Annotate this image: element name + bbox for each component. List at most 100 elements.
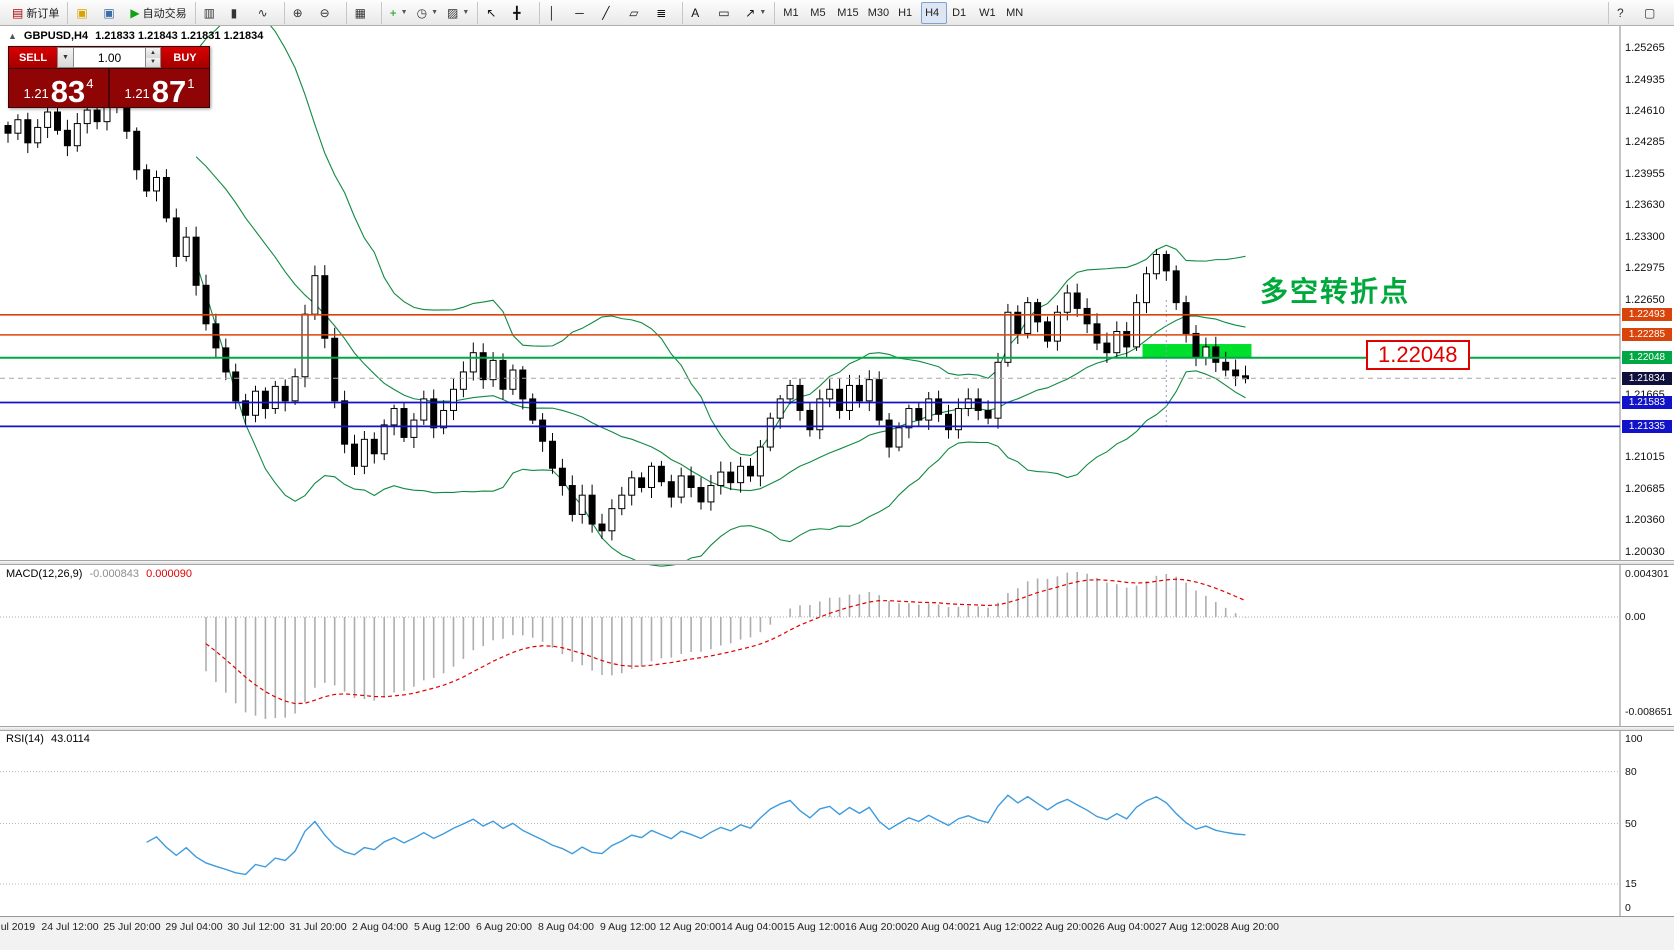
price-tick: 1.22975	[1625, 262, 1665, 275]
tf-h1-button-label: H1	[898, 6, 913, 19]
toolbar-group-chart-types: ▥ ▮ ∿	[194, 1, 284, 24]
toolbar-group-right: ? ▢	[1608, 1, 1670, 24]
time-label: 29 Jul 04:00	[165, 921, 223, 933]
toolbar-group-cursors: ↖ ╋	[477, 1, 539, 24]
text-icon: A	[691, 5, 700, 20]
text-label-button[interactable]: ▭	[714, 2, 740, 24]
level-price-tag: 1.22285	[1622, 328, 1672, 342]
profiles-icon: ▣	[76, 5, 88, 20]
price-tick: 1.21015	[1625, 451, 1665, 464]
line-chart-button[interactable]: ∿	[254, 2, 280, 24]
zoom-out-icon: ⊖	[319, 5, 330, 20]
trendline-button[interactable]: ╱	[598, 2, 624, 24]
buy-price[interactable]: 1.21 87 1	[124, 73, 195, 109]
tile-windows-button[interactable]: ▦	[351, 2, 377, 24]
new-window-icon: ▢	[1644, 5, 1656, 20]
chevron-down-icon: ▼	[400, 9, 408, 16]
price-tick: 1.23630	[1625, 199, 1665, 212]
chevron-down-icon: ▼	[431, 9, 438, 16]
collapse-icon[interactable]: ▲	[8, 31, 17, 41]
help-button[interactable]: ?	[1613, 2, 1639, 24]
level-price-tag: 1.22048	[1622, 351, 1672, 365]
zoom-in-button[interactable]: ⊕	[289, 2, 315, 24]
new-window-button[interactable]: ▢	[1640, 2, 1666, 24]
macd-axis-zero: 0.00	[1625, 610, 1646, 623]
vertical-line-button[interactable]: │	[544, 2, 570, 24]
tf-d1-button[interactable]: D1	[948, 2, 974, 24]
panel-splitter-macd[interactable]	[0, 560, 1674, 565]
rsi-axis-80: 80	[1625, 765, 1637, 778]
tf-d1-button-label: D1	[952, 6, 967, 19]
chart-symbol: GBPUSD,H4	[23, 30, 89, 42]
tf-m5-button[interactable]: M5	[806, 2, 832, 24]
panel-splitter-rsi[interactable]	[0, 726, 1674, 731]
cursor-button[interactable]: ↖	[482, 2, 508, 24]
tf-m15-button[interactable]: M15	[833, 2, 862, 24]
tf-m1-button-label: M1	[783, 6, 799, 19]
tf-mn-button-label: MN	[1006, 6, 1024, 19]
toolbar-group-drawing: │ ─ ╱ ▱ ≣	[539, 1, 682, 24]
zoom-out-button[interactable]: ⊖	[316, 2, 342, 24]
new-order-button[interactable]: ▤ 新订单	[8, 2, 63, 24]
trendline-icon: ╱	[602, 5, 610, 20]
horizontal-line-icon: ─	[575, 5, 584, 20]
market-watch-button[interactable]: ▣	[99, 2, 125, 24]
indicators-button[interactable]: + ▼	[386, 2, 412, 24]
cursor-icon: ↖	[486, 5, 497, 20]
toolbar-group-timeframes: M1 M5 M15 M30 H1 H4 D1 W1 MN	[774, 1, 1032, 24]
autotrading-button[interactable]: ▶ 自动交易	[126, 2, 190, 24]
autotrading-button-label: 自动交易	[142, 7, 187, 20]
rsi-axis-50: 50	[1625, 817, 1637, 830]
price-tick: 1.20360	[1625, 514, 1665, 527]
buy-button[interactable]: BUY	[161, 47, 209, 68]
time-axis[interactable]	[0, 916, 1674, 950]
tf-h1-button[interactable]: H1	[894, 2, 920, 24]
chart-ohlc: 1.21833 1.21843 1.21831 1.21834	[95, 30, 264, 42]
horizontal-line-button[interactable]: ─	[571, 2, 597, 24]
bar-chart-button[interactable]: ▥	[200, 2, 226, 24]
rsi-label: RSI(14) 43.0114	[6, 733, 90, 745]
periods-icon: ◷	[416, 5, 428, 20]
tf-h4-button[interactable]: H4	[921, 1, 948, 24]
tf-m1-button[interactable]: M1	[779, 2, 805, 24]
crosshair-button[interactable]: ╋	[509, 2, 535, 24]
profiles-button[interactable]: ▣	[72, 2, 98, 24]
volume-dropdown[interactable]: ▼	[57, 47, 74, 68]
tf-mn-button[interactable]: MN	[1002, 2, 1028, 24]
rsi-axis-0: 0	[1625, 902, 1631, 914]
time-label: 8 Aug 04:00	[537, 921, 595, 933]
channel-button[interactable]: ▱	[625, 2, 651, 24]
periods-button[interactable]: ◷ ▼	[413, 2, 442, 24]
arrows-button[interactable]: ↗ ▼	[741, 2, 770, 24]
toolbar-group-text-tools: A ▭ ↗ ▼	[682, 1, 774, 24]
time-label: 14 Aug 04:00	[721, 921, 783, 933]
volume-input[interactable]	[74, 47, 146, 68]
price-tick: 1.22650	[1625, 293, 1665, 306]
rsi-axis-15: 15	[1625, 878, 1637, 891]
sell-button[interactable]: SELL	[9, 47, 57, 68]
line-chart-icon: ∿	[257, 5, 268, 20]
level-price-tag: 1.21583	[1622, 395, 1672, 409]
candlestick-button[interactable]: ▮	[227, 2, 253, 24]
time-label: 27 Aug 12:00	[1155, 921, 1217, 933]
tf-w1-button[interactable]: W1	[975, 2, 1001, 24]
time-label: 23 Jul 2019	[0, 921, 36, 933]
time-label: 24 Jul 12:00	[41, 921, 99, 933]
arrows-icon: ↗	[745, 5, 756, 20]
vertical-line-icon: │	[548, 5, 556, 20]
volume-stepper[interactable]: ▲ ▼	[146, 47, 161, 68]
bar-chart-icon: ▥	[203, 5, 215, 20]
macd-axis-max: 0.004301	[1625, 568, 1669, 580]
zoom-in-icon: ⊕	[292, 5, 303, 20]
tf-h4-button-label: H4	[925, 6, 940, 19]
tf-m30-button[interactable]: M30	[864, 2, 893, 24]
time-label: 31 Jul 20:00	[289, 921, 347, 933]
sell-price[interactable]: 1.21 83 4	[9, 69, 110, 107]
text-button[interactable]: A	[687, 2, 713, 24]
chevron-down-icon: ▼	[759, 9, 767, 16]
fibonacci-button[interactable]: ≣	[652, 2, 678, 24]
tf-m30-button-label: M30	[867, 6, 890, 19]
templates-button[interactable]: ▨ ▼	[443, 2, 473, 24]
